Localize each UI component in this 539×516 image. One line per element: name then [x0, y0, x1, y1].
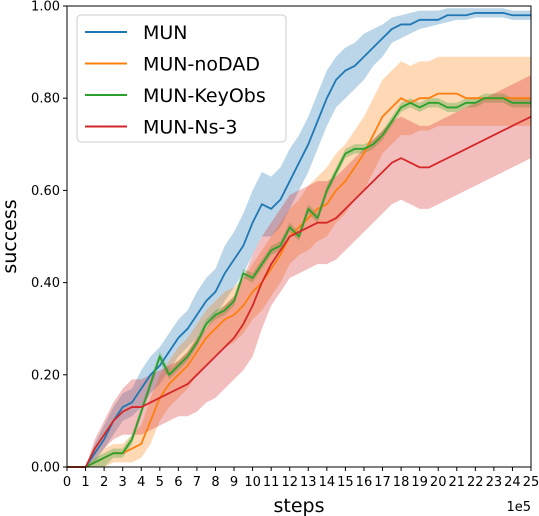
- x-tick-label: 17: [374, 475, 391, 490]
- line-mun: [67, 12, 531, 468]
- plot-frame: [66, 5, 532, 468]
- x-tick-label: 10: [244, 475, 261, 490]
- legend-label: MUN-KeyObs: [143, 85, 266, 107]
- band-mun-nodad: [67, 56, 531, 468]
- line-mun-nodad: [67, 92, 531, 468]
- y-tick-label: 0.20: [31, 368, 60, 383]
- x-tick-label: 14: [319, 475, 336, 490]
- x-tick-label: 24: [504, 475, 521, 490]
- line-mun-keyobs: [67, 97, 531, 468]
- y-tick-label: 0.00: [31, 461, 60, 476]
- x-tick-label: 5: [156, 475, 164, 490]
- x-tick-label: 11: [263, 475, 280, 490]
- x-tick-label: 6: [174, 475, 182, 490]
- line-mun-ns-3: [67, 115, 532, 468]
- x-tick-label: 1: [81, 475, 89, 490]
- x-tick-label: 4: [137, 475, 145, 490]
- x-tick-label: 3: [119, 475, 127, 490]
- y-tick-label: 0.40: [31, 276, 60, 291]
- x-tick-label: 25: [523, 475, 539, 490]
- x-tick-label: 20: [430, 475, 447, 490]
- x-tick-label: 15: [337, 475, 354, 490]
- x-tick-label: 18: [393, 475, 410, 490]
- legend-label: MUN-Ns-3: [143, 117, 237, 139]
- x-tick-label: 13: [300, 475, 317, 490]
- x-tick-label: 22: [467, 475, 484, 490]
- y-tick-label: 0.60: [31, 184, 60, 199]
- x-tick-label: 12: [281, 475, 298, 490]
- legend-label: MUN: [143, 22, 188, 44]
- x-tick-label: 23: [486, 475, 503, 490]
- x-tick-label: 7: [193, 475, 201, 490]
- x-tick-label: 21: [448, 475, 465, 490]
- legend: MUN MUN-noDAD MUN-KeyObs MUN-Ns-3: [76, 14, 287, 143]
- x-axis-label: steps: [274, 495, 325, 516]
- x-tick-label: 8: [211, 475, 219, 490]
- y-tick-label: 1.00: [31, 0, 60, 15]
- x-tick-label: 9: [230, 475, 238, 490]
- y-tick-label: 0.80: [31, 92, 60, 107]
- x-tick-label: 16: [356, 475, 373, 490]
- legend-label: MUN-noDAD: [143, 54, 260, 76]
- x-tick-label: 0: [63, 475, 71, 490]
- legend-box: [76, 14, 287, 143]
- x-tick-label: 19: [411, 475, 428, 490]
- series-lines: [67, 12, 532, 468]
- x-tick-label: 2: [100, 475, 108, 490]
- y-axis-label: success: [0, 199, 21, 273]
- x-scale-label: 1e5: [506, 500, 531, 515]
